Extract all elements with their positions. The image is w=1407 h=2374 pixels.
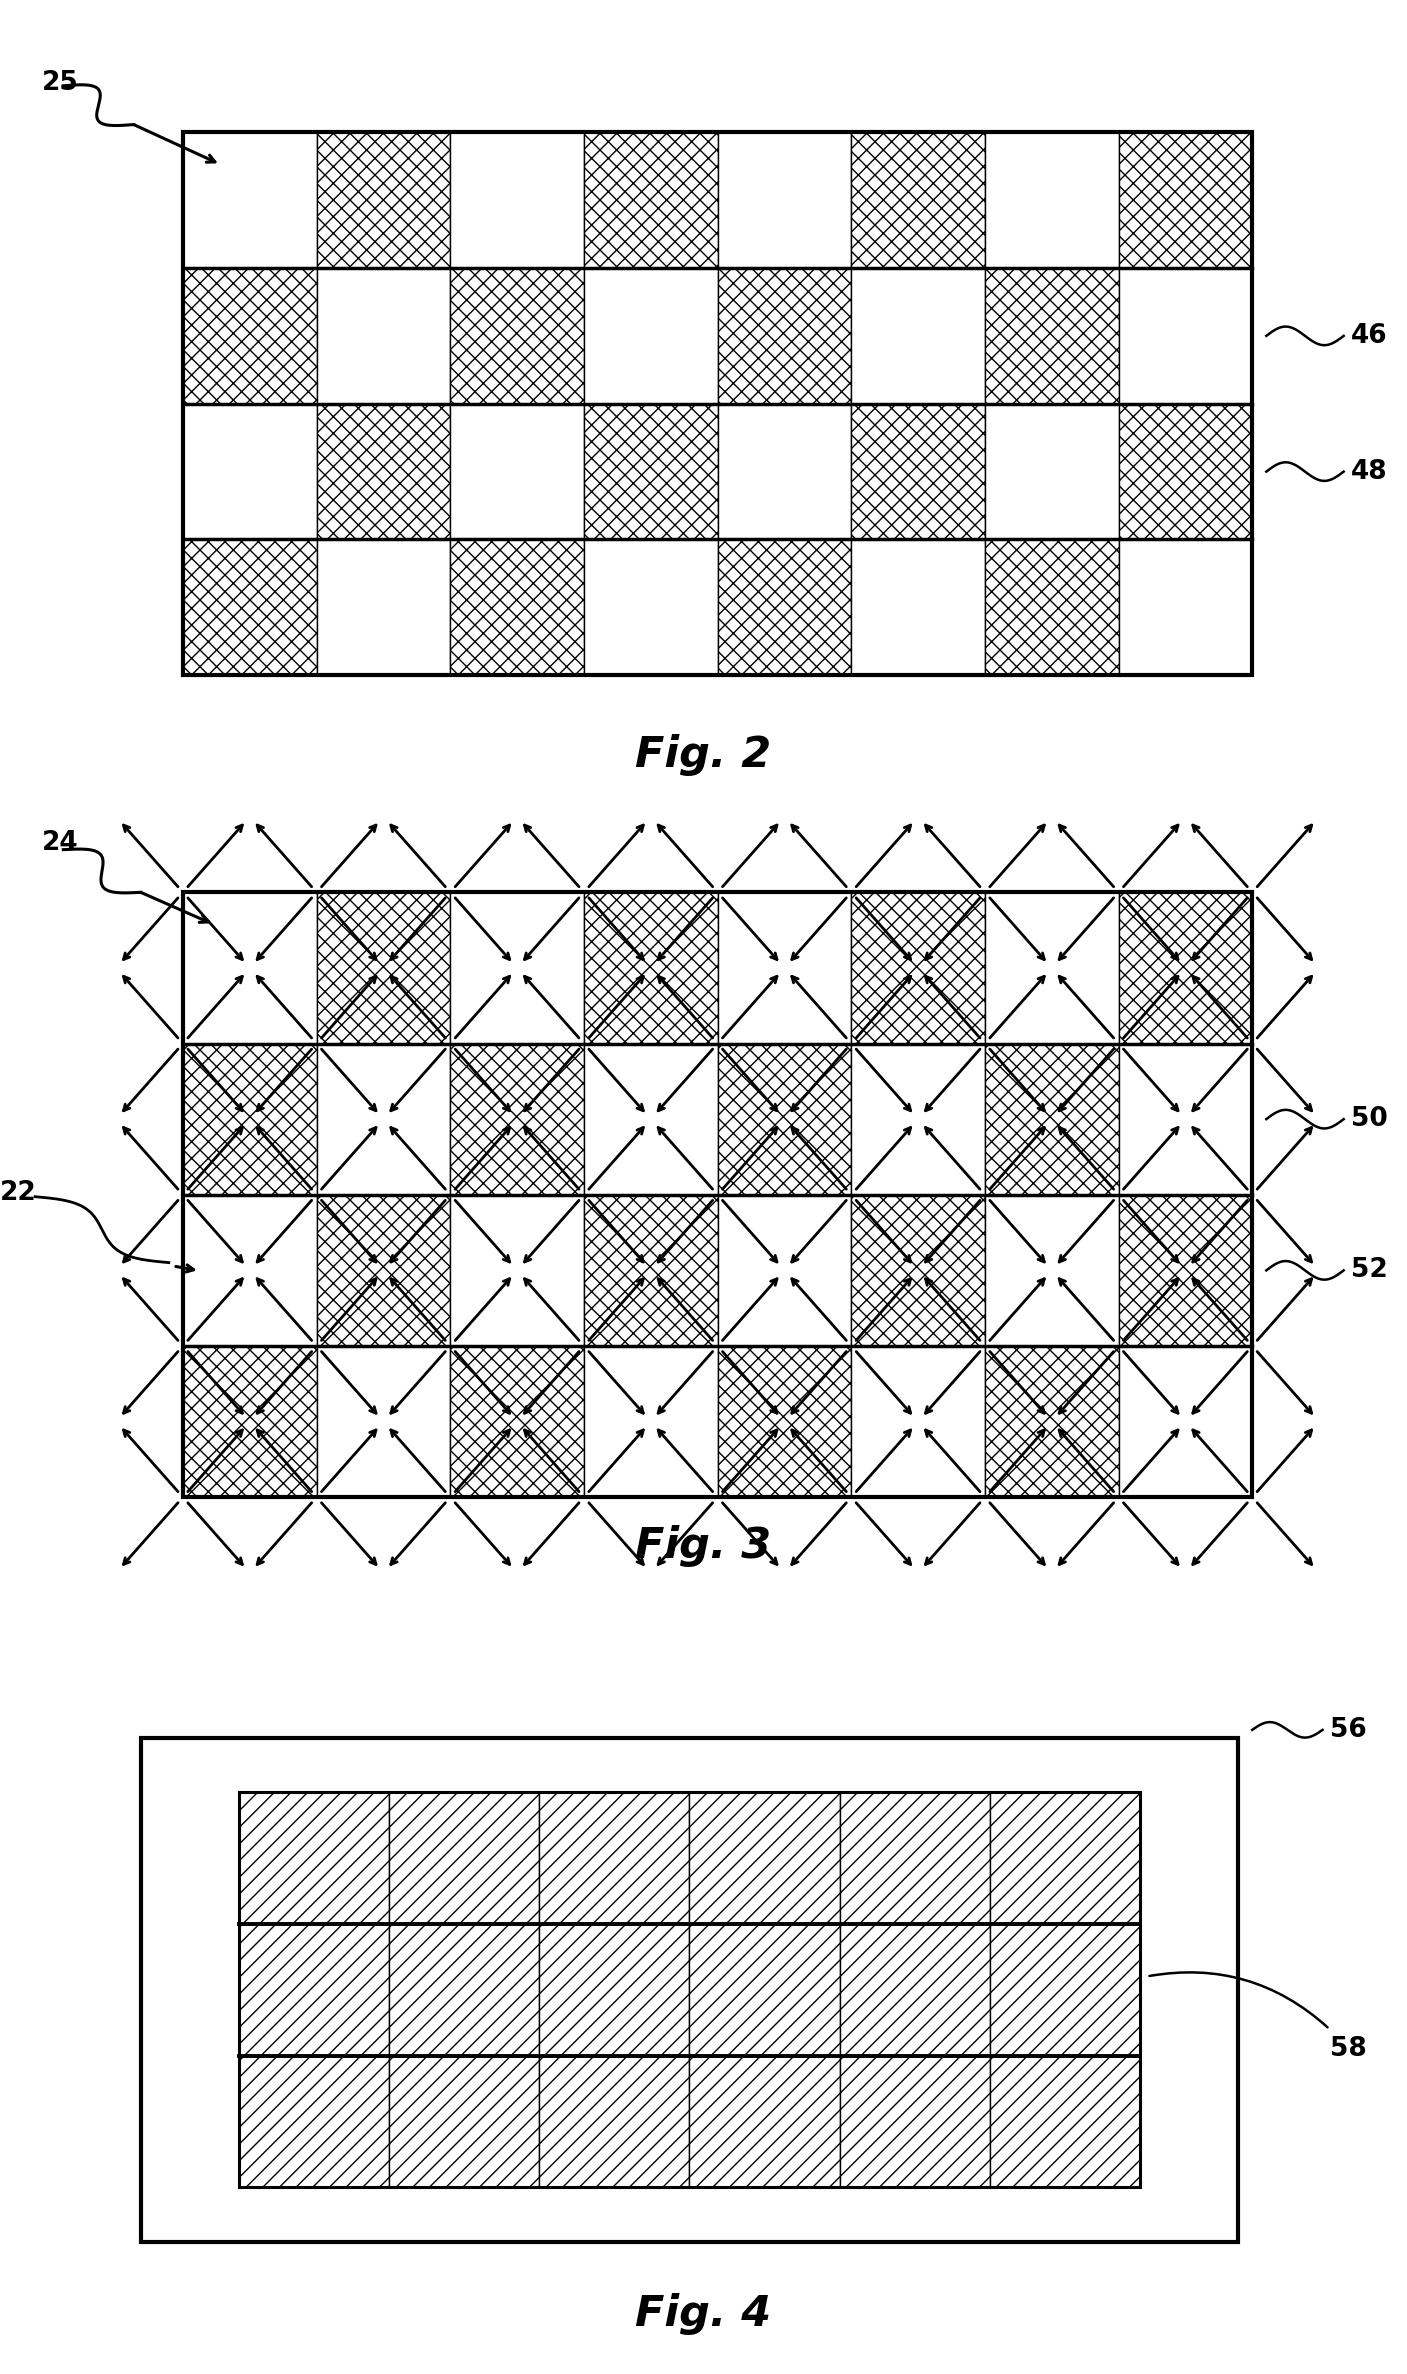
Bar [718, 268, 851, 404]
Bar [840, 1792, 989, 1923]
Bar [851, 1045, 985, 1194]
Bar [450, 539, 584, 674]
Text: 50: 50 [1351, 1106, 1387, 1132]
Bar [985, 268, 1119, 404]
Bar [851, 268, 985, 404]
Bar [989, 1792, 1140, 1923]
Bar [718, 404, 851, 539]
Bar [390, 1792, 539, 1923]
Bar [840, 2056, 989, 2186]
Bar [851, 1346, 985, 1498]
Bar [1119, 404, 1252, 539]
Bar [450, 893, 584, 1045]
Bar [584, 1346, 718, 1498]
Bar [840, 1923, 989, 2056]
Bar [317, 1346, 450, 1498]
Bar [450, 1346, 584, 1498]
Text: 56: 56 [1330, 1716, 1366, 1743]
Bar [718, 893, 851, 1045]
Bar [584, 268, 718, 404]
Bar [450, 1194, 584, 1346]
Text: Fig. 3: Fig. 3 [636, 1524, 771, 1567]
Bar [1119, 539, 1252, 674]
Bar [1119, 1194, 1252, 1346]
Bar [689, 2056, 840, 2186]
Bar [718, 133, 851, 268]
Bar [183, 133, 317, 268]
Bar [450, 404, 584, 539]
Bar [317, 893, 450, 1045]
Bar [183, 404, 317, 539]
Bar [539, 2056, 689, 2186]
Bar [183, 1194, 317, 1346]
Text: Fig. 4: Fig. 4 [636, 2293, 771, 2334]
Bar [317, 404, 450, 539]
Bar [239, 1792, 390, 1923]
Bar [183, 133, 1252, 674]
Bar [989, 2056, 1140, 2186]
Bar [689, 1923, 840, 2056]
Bar [317, 1194, 450, 1346]
Bar [450, 133, 584, 268]
Bar [985, 133, 1119, 268]
Bar [584, 539, 718, 674]
Bar [584, 1194, 718, 1346]
Bar [317, 1045, 450, 1194]
Bar [584, 404, 718, 539]
Bar [851, 539, 985, 674]
Bar [851, 404, 985, 539]
Bar [1119, 268, 1252, 404]
Bar [718, 539, 851, 674]
Bar [317, 133, 450, 268]
Bar [584, 1045, 718, 1194]
Bar [183, 1045, 317, 1194]
Bar [239, 1923, 390, 2056]
Bar [239, 2056, 390, 2186]
Bar [985, 893, 1119, 1045]
Bar [851, 133, 985, 268]
Text: 22: 22 [0, 1180, 37, 1206]
Bar [317, 539, 450, 674]
Bar [183, 893, 1252, 1498]
Bar [390, 1923, 539, 2056]
Bar [317, 268, 450, 404]
Bar [718, 1346, 851, 1498]
Text: 46: 46 [1351, 323, 1387, 349]
Bar [851, 893, 985, 1045]
Bar [584, 893, 718, 1045]
Bar [183, 893, 317, 1045]
Bar [985, 1346, 1119, 1498]
Bar [985, 1045, 1119, 1194]
Text: 48: 48 [1351, 458, 1387, 484]
Bar [584, 133, 718, 268]
Bar [141, 1738, 1238, 2241]
Bar [539, 1923, 689, 2056]
Bar [985, 539, 1119, 674]
Text: Fig. 2: Fig. 2 [636, 734, 771, 776]
Bar [450, 268, 584, 404]
Bar [183, 268, 317, 404]
Text: 58: 58 [1330, 2037, 1366, 2063]
Bar [1119, 1045, 1252, 1194]
Bar [985, 1194, 1119, 1346]
Bar [1119, 1346, 1252, 1498]
Bar [985, 404, 1119, 539]
Bar [989, 1923, 1140, 2056]
Bar [390, 2056, 539, 2186]
Bar [183, 1346, 317, 1498]
Bar [689, 1792, 840, 1923]
Bar [1119, 893, 1252, 1045]
Text: 25: 25 [42, 71, 79, 97]
Bar [1119, 133, 1252, 268]
Bar [718, 1194, 851, 1346]
Bar [239, 1792, 1140, 2186]
Bar [851, 1194, 985, 1346]
Bar [539, 1792, 689, 1923]
Text: 52: 52 [1351, 1258, 1387, 1284]
Bar [718, 1045, 851, 1194]
Bar [450, 1045, 584, 1194]
Text: 24: 24 [42, 831, 79, 857]
Bar [183, 539, 317, 674]
